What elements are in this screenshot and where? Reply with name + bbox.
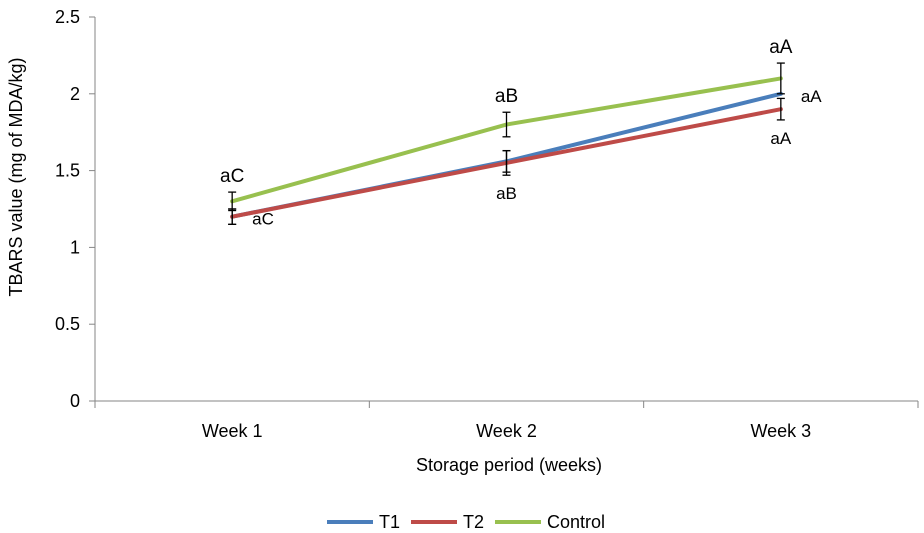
legend-label-control: Control: [547, 512, 605, 532]
x-tick-label: Week 2: [476, 421, 537, 441]
y-axis-ticks: 0 0.5 1 1.5 2 2.5: [55, 7, 95, 411]
data-annotation: aC: [252, 210, 274, 229]
error-bars: [228, 62, 785, 226]
data-annotation: aC: [220, 166, 244, 187]
y-tick-label: 0.5: [55, 314, 80, 334]
data-annotation: aA: [770, 129, 791, 148]
y-tick-label: 2: [70, 84, 80, 104]
x-axis-ticks: Week 1 Week 2 Week 3: [94, 401, 919, 441]
data-annotation: aB: [496, 184, 517, 203]
data-annotation: aA: [769, 37, 793, 58]
x-tick-label: Week 3: [750, 421, 811, 441]
data-annotation: aB: [495, 86, 518, 107]
y-tick-label: 2.5: [55, 7, 80, 27]
y-tick-label: 0: [70, 391, 80, 411]
legend-label-t2: T2: [463, 512, 484, 532]
y-tick-label: 1.5: [55, 161, 80, 181]
annotations: aC aC aB aB aA aA aA: [220, 37, 822, 229]
y-axis-title: TBARS value (mg of MDA/kg): [6, 57, 26, 296]
legend: T1 T2 Control: [327, 512, 605, 532]
y-tick-label: 1: [70, 237, 80, 257]
legend-label-t1: T1: [379, 512, 400, 532]
data-annotation: aA: [801, 87, 822, 106]
x-tick-label: Week 1: [202, 421, 263, 441]
x-axis-title: Storage period (weeks): [416, 455, 602, 475]
